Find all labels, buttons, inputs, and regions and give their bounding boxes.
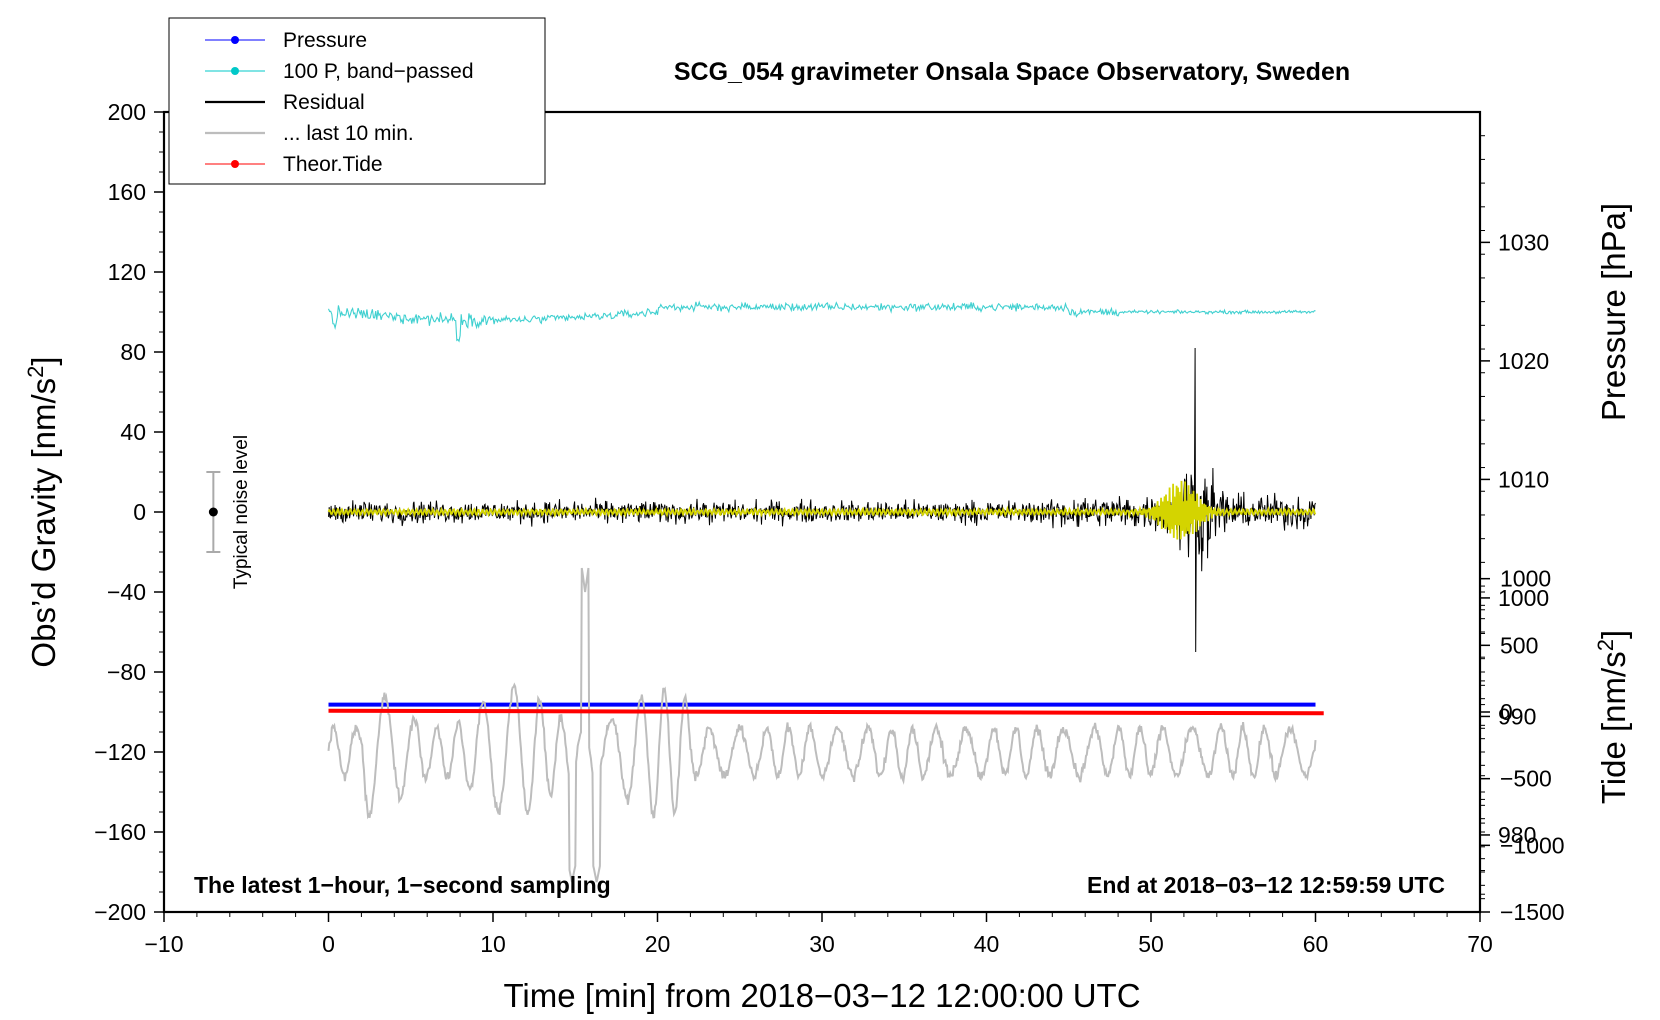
noise-bar [206,471,221,553]
pressure-tick-label: 990 [1498,703,1536,729]
y-tick-label: 80 [120,339,146,365]
axes-layer: −10 0 10 20 30 40 50 60 70−200−160−120−80−400408… [94,99,1564,957]
y-tick-label: −160 [94,819,146,845]
chart-title: SCG_054 gravimeter Onsala Space Observat… [674,58,1350,86]
pressure-tick-label: 1030 [1498,229,1549,255]
y-axis-title-pressure: Pressure [hPa] [1595,203,1632,421]
series-residual-filtered [327,480,1317,540]
x-tick-label: 60 [1303,931,1329,957]
noise-bar-center [208,507,218,517]
legend-label: Residual [283,91,365,114]
legend-marker [231,160,239,168]
x-axis-title: Time [min] from 2018−03−12 12:00:00 UTC [503,977,1140,1014]
series-bandpassed-pressure [327,300,1316,343]
pressure-tick-label: 1000 [1498,585,1549,611]
series-theoretical-tide [328,708,1324,716]
tide-tick-label: −1500 [1500,899,1565,925]
legend-label: ... last 10 min. [283,122,414,145]
x-tick-label: 10 [480,931,506,957]
annotation-bottom-right: End at 2018−03−12 12:59:59 UTC [1087,872,1445,898]
tide-tick-label: −1000 [1500,832,1565,858]
y-tick-label: 40 [120,419,146,445]
y-tick-label: 200 [108,99,146,125]
tide-tick-label: 1000 [1500,566,1551,592]
legend-label: Theor.Tide [283,153,383,176]
y-tick-label: −120 [94,739,146,765]
x-tick-label: 40 [974,931,1000,957]
y-axis-title-left: Obs’d Gravity [nm/s2] [23,356,62,667]
noise-bar-label: Typical noise level [231,435,252,589]
legend: Pressure 100 P, band−passed Residual ... la… [168,17,546,185]
legend-label: 100 P, band−passed [283,60,474,83]
series-last-10-min [327,567,1317,883]
x-tick-label: 20 [645,931,671,957]
pressure-tick-label: 1020 [1498,348,1549,374]
pressure-tick-label: 980 [1498,822,1536,848]
x-tick-label: −10 [144,931,183,957]
y-tick-label: −80 [107,659,146,685]
legend-marker [231,67,239,75]
y-tick-label: 160 [108,179,146,205]
y-tick-label: 0 [133,499,146,525]
x-tick-label: 50 [1138,931,1164,957]
y-tick-label: 120 [108,259,146,285]
annotation-bottom-left: The latest 1−hour, 1−second sampling [194,872,611,898]
y-axis-title-tide: Tide [nm/s2] [1593,630,1632,804]
x-tick-label: 30 [809,931,835,957]
tide-tick-label: −500 [1500,766,1552,792]
tide-tick-label: 0 [1500,699,1513,725]
y-tick-label: −200 [94,899,146,925]
series-layer [327,300,1324,883]
x-tick-label: 0 [322,931,335,957]
legend-marker [231,36,239,44]
x-tick-label: 70 [1467,931,1493,957]
legend-label: Pressure [283,29,367,52]
pressure-tick-label: 1010 [1498,466,1549,492]
y-tick-label: −40 [107,579,146,605]
tide-tick-label: 500 [1500,632,1538,658]
